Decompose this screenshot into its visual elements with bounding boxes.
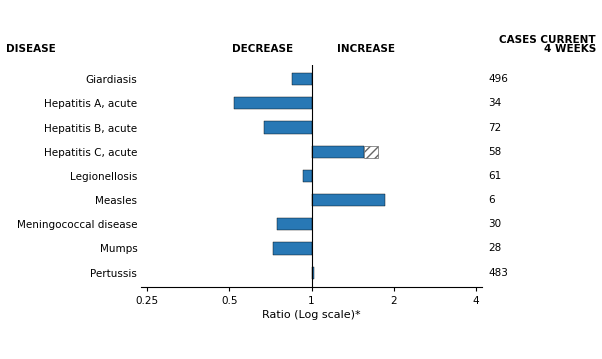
Bar <box>264 121 312 134</box>
Bar <box>303 170 312 182</box>
Bar <box>273 242 312 255</box>
Text: 4 WEEKS: 4 WEEKS <box>544 44 596 54</box>
Bar <box>364 146 378 158</box>
Bar <box>312 194 385 206</box>
Text: DECREASE: DECREASE <box>232 44 293 54</box>
Text: 496: 496 <box>489 74 509 84</box>
Bar <box>292 73 312 85</box>
Text: 6: 6 <box>489 195 495 205</box>
Bar <box>278 218 312 230</box>
Text: 28: 28 <box>489 243 502 253</box>
Text: DISEASE: DISEASE <box>6 44 56 54</box>
X-axis label: Ratio (Log scale)*: Ratio (Log scale)* <box>262 311 361 320</box>
Text: 34: 34 <box>489 98 502 108</box>
Bar <box>234 97 312 109</box>
Text: 58: 58 <box>489 147 502 157</box>
Text: 61: 61 <box>489 171 502 181</box>
Text: 30: 30 <box>489 219 501 229</box>
Text: INCREASE: INCREASE <box>337 44 396 54</box>
Text: 72: 72 <box>489 122 502 132</box>
Bar <box>312 267 314 279</box>
Text: CASES CURRENT: CASES CURRENT <box>499 35 596 45</box>
Text: 483: 483 <box>489 268 509 278</box>
Bar <box>312 146 364 158</box>
